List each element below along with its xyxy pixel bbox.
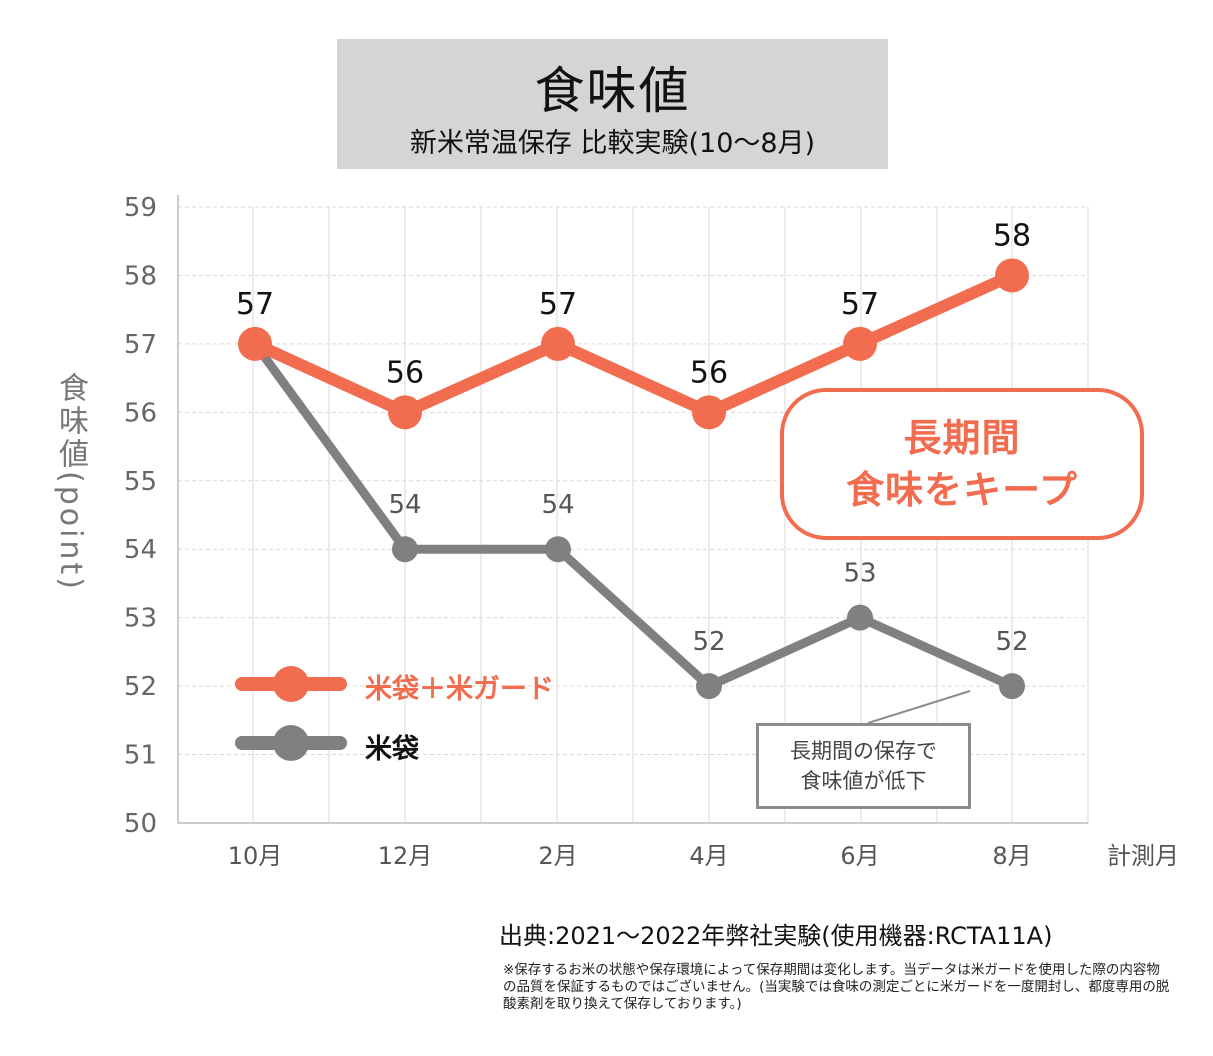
callout-line-2: 食味をキープ — [846, 467, 1078, 512]
series-rice-bag-guard-label-2: 57 — [539, 287, 577, 322]
x-tick-label-0: 10月 — [228, 842, 283, 870]
annotation-pointer-line — [867, 690, 971, 724]
legend-marker-0 — [273, 666, 309, 702]
y-tick-label-51: 51 — [124, 741, 157, 771]
series-rice-bag-line — [250, 339, 1017, 691]
series-rice-bag-point-5 — [999, 673, 1025, 700]
series-rice-bag-point-3 — [696, 673, 722, 700]
y-tick-label-55: 55 — [124, 467, 157, 497]
legend-marker-1 — [273, 725, 309, 761]
x-axis-unit-label: 計測月 — [1107, 842, 1179, 870]
x-tick-label-3: 4月 — [689, 842, 728, 870]
series-rice-bag-guard-label-3: 56 — [690, 355, 728, 390]
title-box: 食味値 新米常温保存 比較実験(10～8月) — [337, 39, 888, 169]
series-rice-bag-label-2: 54 — [541, 490, 574, 520]
series-rice-bag-guard-point-5 — [995, 258, 1029, 293]
x-tick-label-1: 12月 — [378, 842, 433, 870]
y-tick-label-58: 58 — [124, 261, 157, 291]
legend-label-rice-bag-guard: 米袋＋米ガード — [365, 674, 554, 705]
footnote-text: ※保存するお米の状態や保存環境によって保存期間は変化します。当データは米ガードを… — [503, 962, 1170, 1012]
series-rice-bag-guard-label-1: 56 — [386, 355, 424, 390]
y-axis-label: 食味値(point) — [53, 372, 88, 592]
series-rice-bag-guard-label-4: 57 — [841, 287, 879, 322]
annotation-box: 長期間の保存で 食味値が低下 — [756, 723, 971, 809]
chart-subtitle: 新米常温保存 比較実験(10～8月) — [409, 128, 816, 159]
y-tick-label-54: 54 — [124, 535, 157, 565]
source-text: 出典:2021～2022年弊社実験(使用機器:RCTA11A) — [499, 922, 1053, 950]
y-tick-label-50: 50 — [124, 809, 157, 839]
series-rice-bag-label-3: 52 — [692, 627, 725, 657]
annotation-line-1: 長期間の保存で — [790, 739, 937, 763]
x-tick-label-5: 8月 — [992, 842, 1031, 870]
series-rice-bag-label-1: 54 — [388, 490, 421, 520]
annotation-line-2: 食味値が低下 — [800, 769, 927, 793]
series-rice-bag-guard-point-2 — [541, 326, 575, 361]
y-tick-label-57: 57 — [124, 330, 157, 360]
callout-bubble: 長期間 食味をキープ — [780, 388, 1144, 540]
series-rice-bag-guard-label-5: 58 — [993, 218, 1031, 253]
series-rice-bag-guard-label-0: 57 — [236, 287, 274, 322]
x-tick-label-2: 2月 — [538, 842, 577, 870]
legend-label-rice-bag: 米袋 — [365, 734, 419, 765]
series-rice-bag-guard-point-4 — [843, 326, 877, 361]
series-rice-bag-point-4 — [847, 604, 873, 631]
y-tick-label-56: 56 — [124, 398, 157, 428]
chart-title: 食味値 — [534, 62, 691, 120]
series-rice-bag-guard-point-0 — [238, 326, 272, 361]
callout-line-1: 長期間 — [903, 415, 1021, 460]
y-tick-label-53: 53 — [124, 604, 157, 634]
series-rice-bag-label-4: 53 — [843, 559, 876, 589]
series-rice-bag-guard-point-3 — [692, 395, 726, 430]
series-rice-bag-guard-line — [249, 269, 1018, 419]
series-rice-bag-label-5: 52 — [995, 627, 1028, 657]
y-tick-label-59: 59 — [124, 193, 157, 223]
series-rice-bag-guard-point-1 — [388, 395, 422, 430]
y-tick-label-52: 52 — [124, 672, 157, 702]
x-tick-label-4: 6月 — [840, 842, 879, 870]
series-rice-bag-point-2 — [545, 536, 571, 563]
series-rice-bag-point-1 — [392, 536, 418, 563]
